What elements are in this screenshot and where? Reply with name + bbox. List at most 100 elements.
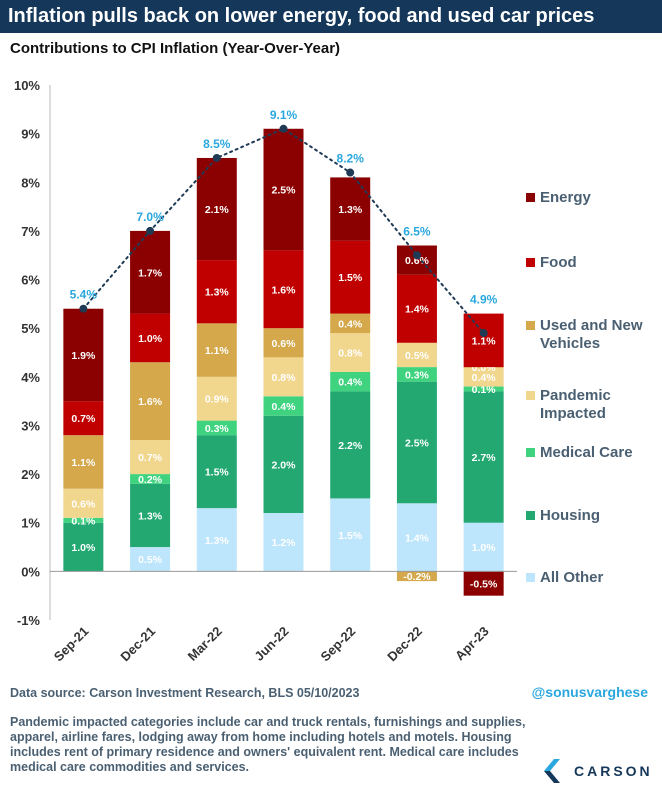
legend-swatch xyxy=(526,193,535,202)
data-label: 0.4% xyxy=(272,401,297,413)
bar-segment xyxy=(196,435,237,509)
bar-segment xyxy=(196,323,237,377)
bar-segment xyxy=(263,415,304,513)
bar-segment xyxy=(130,547,171,572)
data-label: 1.1% xyxy=(71,457,96,469)
logo-wordmark: CARSON xyxy=(574,763,653,779)
data-label: 0.6% xyxy=(272,338,297,350)
data-label: 0.9% xyxy=(205,394,230,406)
data-label: 0.2% xyxy=(138,474,163,486)
data-label: 1.4% xyxy=(405,304,430,316)
data-label: 1.3% xyxy=(205,287,230,299)
carson-logo: CARSON xyxy=(540,756,660,788)
bar-segment xyxy=(396,342,437,368)
data-label: 0.4% xyxy=(472,372,497,384)
x-tick-label: Sep-22 xyxy=(318,624,359,665)
legend-swatch xyxy=(526,573,535,582)
bar-segment xyxy=(396,381,437,504)
data-label: 0.4% xyxy=(338,318,363,330)
bar-segment xyxy=(196,260,237,324)
bar-segment xyxy=(463,386,504,392)
data-label: 2.2% xyxy=(338,440,363,452)
bar-segment xyxy=(63,435,104,489)
x-tick-label: Sep-21 xyxy=(51,624,92,665)
legend-label: Food xyxy=(540,254,577,271)
data-label: 0.8% xyxy=(272,372,297,384)
bar-segment xyxy=(396,503,437,572)
stacked-bar-chart: -1%0%1%2%3%4%5%6%7%8%9%10%0.0%0.5%1.3% 1.… xyxy=(14,78,643,665)
y-tick-label: 1% xyxy=(21,516,40,531)
total-label: 6.5% xyxy=(403,225,431,239)
total-marker xyxy=(212,153,221,162)
bar-segment xyxy=(63,401,104,436)
legend-label: Medical Care xyxy=(540,444,633,461)
x-tick-label: Apr-23 xyxy=(452,624,492,664)
twitter-handle[interactable]: @sonusvarghese xyxy=(531,684,648,700)
data-label: 2.5% xyxy=(405,437,430,449)
legend-swatch xyxy=(526,391,535,400)
bar-segment xyxy=(463,367,504,368)
bar-segment xyxy=(330,391,371,499)
bar-segment xyxy=(130,474,171,484)
data-label: 1.3% xyxy=(138,510,163,522)
bar-segment xyxy=(330,313,371,334)
data-label: 1.5% xyxy=(205,467,230,479)
bar-segment xyxy=(263,328,304,358)
total-label: 5.4% xyxy=(70,288,98,302)
legend-label: Vehicles xyxy=(540,335,600,352)
total-marker xyxy=(279,124,288,133)
data-label: 0.1% xyxy=(472,384,497,396)
bar-segment xyxy=(263,128,304,251)
data-label: 0.8% xyxy=(338,348,363,360)
bar-segment xyxy=(63,517,104,523)
total-marker xyxy=(146,226,155,235)
data-label: 0.3% xyxy=(405,369,430,381)
data-label: 0.5% xyxy=(138,554,163,566)
y-tick-label: 3% xyxy=(21,418,40,433)
y-tick-label: -1% xyxy=(17,613,41,628)
bar-segment xyxy=(463,367,504,387)
data-label: 0.4% xyxy=(338,377,363,389)
bar-segment xyxy=(63,308,104,402)
bar-segment xyxy=(130,230,171,314)
data-label: 1.6% xyxy=(138,396,163,408)
data-label: 2.5% xyxy=(272,185,297,197)
bar-segment xyxy=(130,313,171,363)
bar-segment xyxy=(263,513,304,572)
total-marker xyxy=(79,304,88,313)
data-label: 1.3% xyxy=(338,204,363,216)
data-label: 0.7% xyxy=(71,413,96,425)
y-tick-label: 8% xyxy=(21,175,40,190)
bar-segment xyxy=(196,376,237,421)
total-label: 8.5% xyxy=(203,137,231,151)
total-label: 7.0% xyxy=(136,210,164,224)
data-label: 2.1% xyxy=(205,204,230,216)
x-tick-label: Mar-22 xyxy=(185,624,225,664)
bar-segment xyxy=(263,357,304,397)
bar-segment xyxy=(263,250,304,329)
bar-segment xyxy=(396,571,437,582)
bar-segment xyxy=(396,367,437,382)
y-tick-label: 5% xyxy=(21,321,40,336)
data-label: 1.6% xyxy=(272,284,297,296)
total-label: 4.9% xyxy=(470,293,498,307)
bar-segment xyxy=(263,396,304,416)
data-label: 0.6% xyxy=(71,498,96,510)
data-label: 0.6% xyxy=(405,255,430,267)
total-label: 9.1% xyxy=(270,108,298,122)
data-label: 1.0% xyxy=(472,542,497,554)
legend-swatch xyxy=(526,511,535,520)
bar-segment xyxy=(63,522,104,572)
x-tick-label: Jun-22 xyxy=(251,624,291,664)
total-marker xyxy=(346,168,355,177)
data-label: 1.1% xyxy=(472,335,497,347)
bar-segment xyxy=(396,274,437,343)
y-tick-label: 10% xyxy=(14,78,40,93)
y-tick-label: 6% xyxy=(21,273,40,288)
data-label: 1.9% xyxy=(71,350,96,362)
data-label: 1.5% xyxy=(338,272,363,284)
bar-segment xyxy=(63,488,104,518)
bar-segment xyxy=(330,333,371,372)
bar-segment xyxy=(463,391,504,523)
legend-swatch xyxy=(526,258,535,267)
